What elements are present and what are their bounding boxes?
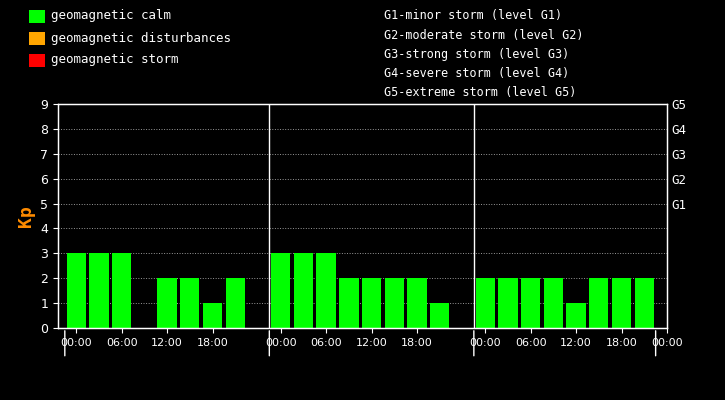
Bar: [476, 278, 495, 328]
Text: G1-minor storm (level G1): G1-minor storm (level G1): [384, 10, 563, 22]
Bar: [589, 278, 608, 328]
Bar: [521, 278, 540, 328]
Bar: [317, 253, 336, 328]
Text: G4-severe storm (level G4): G4-severe storm (level G4): [384, 67, 570, 80]
Text: geomagnetic storm: geomagnetic storm: [51, 54, 178, 66]
Bar: [612, 278, 631, 328]
Bar: [203, 303, 222, 328]
Bar: [271, 253, 290, 328]
Bar: [498, 278, 518, 328]
Text: G3-strong storm (level G3): G3-strong storm (level G3): [384, 48, 570, 61]
Bar: [385, 278, 404, 328]
Bar: [362, 278, 381, 328]
Bar: [180, 278, 199, 328]
Bar: [67, 253, 86, 328]
Bar: [566, 303, 586, 328]
Bar: [112, 253, 131, 328]
Text: G5-extreme storm (level G5): G5-extreme storm (level G5): [384, 86, 576, 99]
Bar: [430, 303, 450, 328]
Bar: [544, 278, 563, 328]
Bar: [89, 253, 109, 328]
Text: geomagnetic calm: geomagnetic calm: [51, 10, 171, 22]
Y-axis label: Kp: Kp: [17, 205, 35, 227]
Bar: [157, 278, 177, 328]
Bar: [407, 278, 427, 328]
Bar: [294, 253, 313, 328]
Bar: [634, 278, 654, 328]
Text: G2-moderate storm (level G2): G2-moderate storm (level G2): [384, 29, 584, 42]
Bar: [225, 278, 245, 328]
Bar: [339, 278, 359, 328]
Text: geomagnetic disturbances: geomagnetic disturbances: [51, 32, 231, 44]
